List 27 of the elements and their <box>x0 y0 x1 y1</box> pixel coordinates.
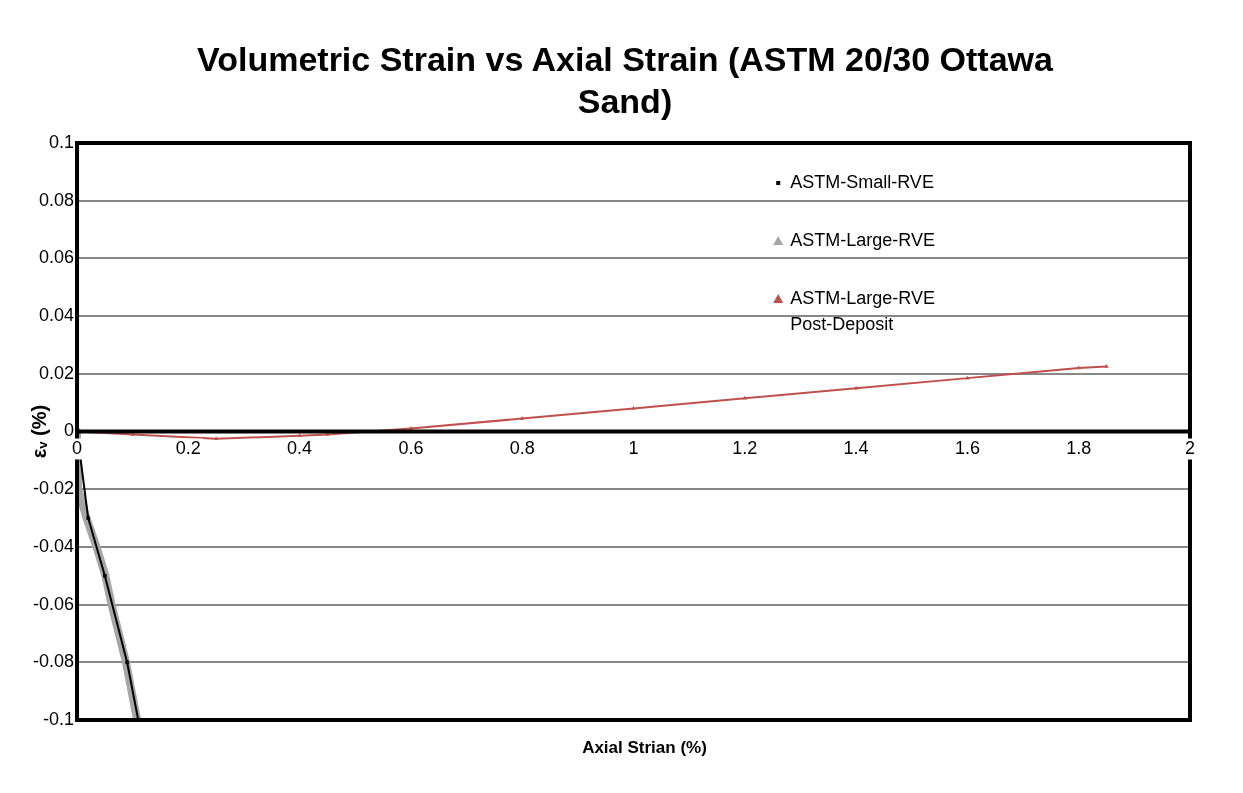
y-tick-label: -0.02 <box>33 478 75 499</box>
x-tick-label: 0.2 <box>175 438 201 459</box>
x-tick-label: 0.4 <box>287 438 313 459</box>
y-tick-label: -0.06 <box>33 593 75 614</box>
y-tick-label: -0.04 <box>33 535 75 556</box>
y-tick-label: 0.08 <box>38 189 75 210</box>
y-tick-label: 0.1 <box>49 131 75 152</box>
x-tick-label: 1.6 <box>954 438 980 459</box>
x-tick-label: 1 <box>628 438 639 459</box>
x-tick-label: 1.4 <box>843 438 869 459</box>
y-tick-label: 0.02 <box>38 362 75 383</box>
y-tick-label: -0.1 <box>43 708 75 729</box>
x-tick-label: 2 <box>1184 438 1196 459</box>
y-tick-label: 0 <box>64 420 75 441</box>
legend-label: ASTM-Large-RVE <box>790 229 935 250</box>
y-tick-label: 0.06 <box>38 247 75 268</box>
x-tick-label: 0.6 <box>398 438 424 459</box>
legend-label: ASTM-Small-RVE <box>790 171 934 192</box>
x-tick-label: 1.8 <box>1066 438 1092 459</box>
legend-label: ASTM-Large-RVE Post-Deposit <box>790 287 935 334</box>
x-tick-label: 0.8 <box>509 438 535 459</box>
x-axis-title: Axial Strian (%) <box>581 738 708 758</box>
chart-title: Volumetric Strain vs Axial Strain (ASTM 20/30 Ottawa Sand) <box>196 39 1054 122</box>
y-tick-label: -0.08 <box>33 651 75 672</box>
y-axis-title: εᵥ (%) <box>27 404 50 459</box>
y-tick-label: 0.04 <box>38 305 75 326</box>
x-tick-label: 1.2 <box>732 438 758 459</box>
